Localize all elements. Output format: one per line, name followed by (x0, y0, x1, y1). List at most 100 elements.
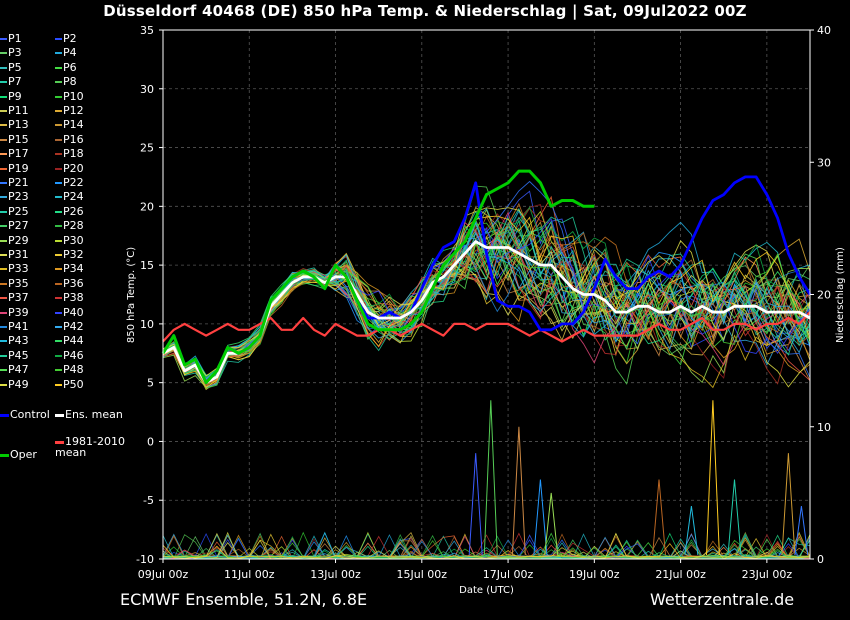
legend-label: P8 (63, 75, 77, 89)
precip-spike (483, 400, 498, 556)
y-tick-label: 10 (140, 318, 154, 331)
legend-label: P40 (63, 305, 84, 319)
legend-label: P38 (63, 291, 84, 305)
legend-label: P18 (63, 147, 84, 161)
legend-label: P22 (63, 176, 84, 189)
legend-item-p30: P30 (55, 234, 84, 248)
legend-label: P44 (63, 334, 84, 348)
legend-item-p44: P44 (55, 334, 84, 348)
legend-swatch (0, 66, 7, 69)
legend-label: P45 (8, 348, 29, 362)
x-tick-label: 19Jul 00z (569, 568, 620, 581)
legend-item-p23: P23 (0, 190, 29, 204)
legend-swatch (55, 354, 62, 357)
legend-label: P12 (63, 104, 84, 117)
legend-swatch (55, 282, 62, 285)
legend-label: P1 (8, 32, 22, 45)
legend-item-ens-mean: Ens. mean (55, 408, 123, 422)
legend-label: P28 (63, 219, 84, 233)
legend-item-p33: P33 (0, 262, 29, 276)
precip-spike (727, 479, 742, 556)
legend-item-oper: Oper (0, 448, 37, 462)
legend-swatch (55, 52, 62, 55)
x-tick-label: 21Jul 00z (655, 568, 706, 581)
legend-label: P24 (63, 190, 84, 204)
legend-swatch (55, 110, 62, 112)
legend-label: P41 (8, 320, 29, 333)
legend-item-p17: P17 (0, 147, 29, 161)
legend-item-p10: P10 (55, 90, 84, 104)
precip-spike (511, 426, 526, 556)
oper-line (161, 169, 595, 385)
legend-item-p40: P40 (55, 306, 84, 320)
legend-item-p25: P25 (0, 205, 29, 219)
legend-swatch (0, 110, 7, 112)
x-tick-label: 09Jul 00z (138, 568, 189, 581)
legend-label: P26 (63, 204, 84, 218)
legend-item-p29: P29 (0, 234, 29, 248)
legend-item-p12: P12 (55, 104, 84, 118)
legend-item-p3: P3 (0, 46, 22, 60)
legend-label: P46 (63, 348, 84, 362)
legend-item-p2: P2 (55, 32, 77, 46)
precip-spike (794, 506, 809, 556)
y2-tick-label: 30 (817, 156, 831, 169)
legend-swatch (0, 167, 7, 170)
legend-swatch (0, 369, 7, 372)
legend-swatch (0, 225, 7, 228)
legend-label: P32 (63, 248, 84, 261)
legend-item-p6: P6 (55, 61, 77, 75)
precip-spike (684, 506, 699, 556)
legend-label: P30 (63, 233, 84, 247)
legend-swatch (0, 268, 7, 271)
legend-label: P4 (63, 46, 77, 60)
legend-item-p27: P27 (0, 219, 29, 233)
legend-swatch (55, 340, 62, 343)
member-line-P1 (162, 190, 811, 389)
legend-item-p32: P32 (55, 248, 84, 262)
legend-label: P34 (63, 262, 84, 276)
legend-swatch (0, 182, 7, 184)
legend-label: P42 (63, 320, 84, 333)
legend-swatch (55, 95, 62, 98)
legend-label: P49 (8, 377, 29, 391)
legend-item-p24: P24 (55, 190, 84, 204)
footer-source: Wetterzentrale.de (650, 590, 795, 609)
legend-swatch (55, 254, 62, 256)
x-tick-label: 17Jul 00z (483, 568, 534, 581)
legend-label: Oper (10, 448, 37, 461)
legend-item-p45: P45 (0, 349, 29, 363)
legend-item-p16: P16 (55, 133, 84, 147)
legend-label: P50 (63, 377, 84, 391)
legend-label: P17 (8, 147, 29, 161)
legend-item-p15: P15 (0, 133, 29, 147)
legend-swatch (0, 326, 7, 328)
y-axis-label: 850 hPa Temp. (°C) (126, 247, 137, 343)
legend-swatch (0, 297, 7, 300)
legend-swatch (0, 210, 7, 213)
legend-item-p28: P28 (55, 219, 84, 233)
precip-line-P48 (162, 539, 811, 560)
y-tick-label: 35 (140, 24, 154, 37)
legend-label: P6 (63, 60, 77, 74)
legend-swatch (55, 153, 62, 156)
member-line-P21 (162, 180, 811, 382)
legend-item-p35: P35 (0, 277, 29, 291)
legend-item-control: Control (0, 408, 50, 422)
legend-swatch (55, 297, 62, 300)
legend-item-p13: P13 (0, 118, 29, 132)
legend-item-p38: P38 (55, 291, 84, 305)
legend-item-p46: P46 (55, 349, 84, 363)
legend-swatch (0, 354, 7, 357)
legend-label: P10 (63, 89, 84, 103)
legend-label: P47 (8, 363, 29, 377)
legend-swatch (0, 196, 7, 199)
legend-label: Control (10, 408, 50, 421)
legend-swatch (0, 383, 7, 386)
legend-item-p34: P34 (55, 262, 84, 276)
y2-tick-label: 40 (817, 24, 831, 37)
y-tick-label: 0 (147, 435, 154, 448)
legend-item-p11: P11 (0, 104, 29, 118)
y2-axis-label: Niederschlag (mm) (835, 247, 846, 343)
member-line-P36 (162, 215, 811, 384)
